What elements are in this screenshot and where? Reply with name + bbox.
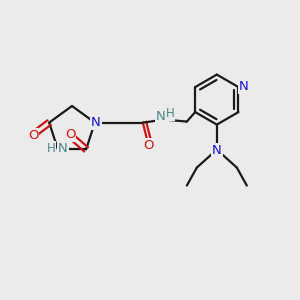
Text: N: N bbox=[212, 144, 222, 157]
Text: N: N bbox=[238, 80, 248, 93]
Text: O: O bbox=[28, 129, 38, 142]
Text: O: O bbox=[144, 139, 154, 152]
Text: N: N bbox=[156, 110, 166, 123]
Text: O: O bbox=[65, 128, 75, 141]
Text: N: N bbox=[91, 116, 101, 129]
Text: N: N bbox=[58, 142, 68, 155]
Text: H: H bbox=[166, 107, 174, 120]
Text: H: H bbox=[46, 142, 55, 155]
